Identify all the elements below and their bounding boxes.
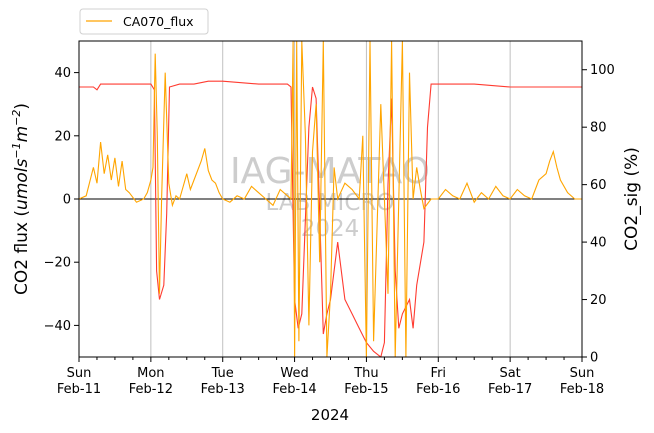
- right-y-tick-label: 20: [590, 293, 607, 308]
- x-axis-ticks: SunFeb-11MonFeb-12TueFeb-13WedFeb-14ThuF…: [57, 357, 604, 397]
- x-tick-label-day: Thu: [353, 366, 378, 381]
- x-tick-label-day: Mon: [137, 366, 164, 381]
- left-y-label-units: umols: [12, 158, 32, 209]
- left-y-tick-label: 40: [54, 66, 71, 81]
- right-y-tick-label: 100: [590, 63, 615, 78]
- x-tick-label-day: Tue: [211, 366, 234, 381]
- x-tick-label-day: Sun: [67, 366, 92, 381]
- x-tick-label-date: Feb-18: [560, 382, 604, 397]
- flux-series: [79, 41, 582, 357]
- left-y-tick-label: 20: [54, 129, 71, 144]
- x-tick-label-day: Sun: [570, 366, 595, 381]
- x-tick-label-day: Sat: [499, 366, 520, 381]
- x-tick-label-date: Feb-11: [57, 382, 101, 397]
- x-tick-label-date: Feb-14: [272, 382, 316, 397]
- left-y-label-prefix: CO2 flux (: [12, 210, 32, 295]
- legend: CA070_flux: [79, 8, 209, 35]
- watermark-line-2: LAB MICRO: [266, 190, 395, 216]
- x-tick-label-day: Wed: [280, 366, 308, 381]
- x-tick-label-date: Feb-15: [344, 382, 388, 397]
- left-y-tick-label: −40: [44, 319, 71, 334]
- x-tick-label-date: Feb-13: [201, 382, 245, 397]
- right-y-tick-label: 40: [590, 236, 607, 251]
- right-y-tick-label: 80: [590, 121, 607, 136]
- watermark: IAG-MATAO LAB MICRO 2024: [230, 151, 430, 242]
- right-y-axis-label: CO2_sig (%): [622, 147, 642, 251]
- watermark-line-1: IAG-MATAO: [230, 151, 430, 192]
- x-tick-label-day: Fri: [431, 366, 447, 381]
- right-y-tick-label: 0: [590, 351, 598, 366]
- right-y-tick-label: 60: [590, 178, 607, 193]
- x-axis-label: 2024: [311, 406, 349, 424]
- x-tick-label-date: Feb-12: [129, 382, 173, 397]
- watermark-line-3: 2024: [301, 216, 360, 242]
- co2-sig-series: [79, 80, 582, 357]
- left-y-tick-label: −20: [44, 256, 71, 271]
- flux-line: [79, 41, 582, 357]
- left-y-tick-label: 0: [63, 193, 71, 208]
- left-y-axis-ticks: −40 −20 0 20 40: [44, 66, 79, 334]
- x-tick-label-date: Feb-17: [488, 382, 532, 397]
- x-tick-label-date: Feb-16: [416, 382, 460, 397]
- legend-box: [79, 8, 209, 35]
- left-y-axis-label: CO2 flux (umols−1m−2): [10, 103, 32, 295]
- right-y-axis-ticks: 0 20 40 60 80 100: [582, 63, 615, 366]
- legend-label-flux: CA070_flux: [123, 14, 194, 29]
- co2-sig-line: [79, 80, 582, 357]
